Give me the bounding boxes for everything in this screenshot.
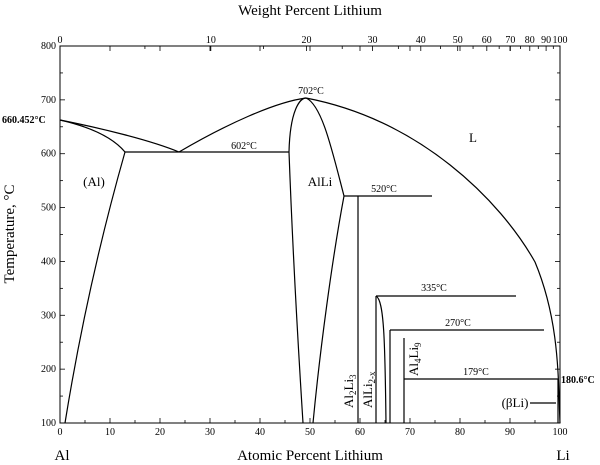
temp-520-label: 520°C	[371, 184, 397, 195]
element-al-label: Al	[55, 448, 70, 464]
alli-left-boundary	[288, 97, 307, 424]
bottom-tick-label: 70	[405, 427, 415, 438]
phase-al4li9-label: Al4Li9	[406, 342, 423, 376]
left-tick-label: 400	[41, 256, 56, 267]
left-tick-label: 100	[41, 418, 56, 429]
left-tick-label: 300	[41, 310, 56, 321]
temp-179-label: 179°C	[463, 367, 489, 378]
top-tick-label: 10	[206, 35, 216, 46]
bottom-tick-label: 0	[58, 427, 63, 438]
alli-right-boundary	[305, 97, 345, 424]
solidus-al	[59, 119, 126, 153]
bottom-tick-label: 100	[553, 427, 568, 438]
element-li-label: Li	[556, 448, 569, 464]
top-tick-label: 0	[58, 35, 63, 46]
bottom-tick-label: 50	[305, 427, 315, 438]
solvus-al	[64, 151, 126, 424]
left-axis-title: Temperature, °C	[2, 184, 18, 283]
top-tick-label: 90	[541, 35, 551, 46]
top-tick-label: 40	[416, 35, 426, 46]
phase-alli2x-label: AlLi2-x	[360, 371, 377, 408]
bottom-tick-label: 30	[205, 427, 215, 438]
top-tick-label: 50	[453, 35, 463, 46]
liquidus-li-side	[305, 97, 561, 424]
phase-al2li3-label: Al2Li3	[341, 374, 358, 408]
top-tick-label: 60	[482, 35, 492, 46]
phase-boundaries	[59, 97, 561, 424]
left-tick-label: 700	[41, 95, 56, 106]
left-tick-label: 800	[41, 41, 56, 52]
axis-ticks: 0 10 20 30 40 50 60 70 80 90 100100200300400500600…	[41, 35, 568, 438]
bottom-tick-label: 40	[255, 427, 265, 438]
left-tick-label: 200	[41, 364, 56, 375]
li-melting-label: 180.6°C	[561, 375, 595, 386]
top-tick-label: 30	[367, 35, 377, 46]
phase-al-label: (Al)	[83, 174, 105, 189]
left-tick-label: 600	[41, 149, 56, 160]
al-melting-label: 660.452°C	[2, 115, 46, 126]
top-tick-label: 70	[505, 35, 515, 46]
phase-liquid-label: L	[469, 130, 477, 145]
top-axis-title: Weight Percent Lithium	[238, 3, 382, 19]
phase-alli-label: AlLi	[308, 174, 333, 189]
temp-270-label: 270°C	[445, 318, 471, 329]
top-tick-label: 80	[525, 35, 535, 46]
top-tick-label: 20	[301, 35, 311, 46]
liquidus-al-side	[59, 119, 180, 153]
liquidus-to-alli	[178, 97, 307, 153]
bottom-tick-label: 90	[505, 427, 515, 438]
bottom-axis-title: Atomic Percent Lithium	[237, 448, 383, 464]
alli2x-right-line	[375, 295, 387, 424]
bottom-tick-label: 20	[155, 427, 165, 438]
bottom-tick-label: 10	[105, 427, 115, 438]
top-tick-label: 100	[553, 35, 568, 46]
phase-beta-li-label: (βLi)	[502, 395, 529, 410]
temp-602-label: 602°C	[231, 141, 257, 152]
left-tick-label: 500	[41, 203, 56, 214]
bottom-tick-label: 60	[355, 427, 365, 438]
temp-702-label: 702°C	[298, 86, 324, 97]
temp-335-label: 335°C	[421, 283, 447, 294]
bottom-tick-label: 80	[455, 427, 465, 438]
